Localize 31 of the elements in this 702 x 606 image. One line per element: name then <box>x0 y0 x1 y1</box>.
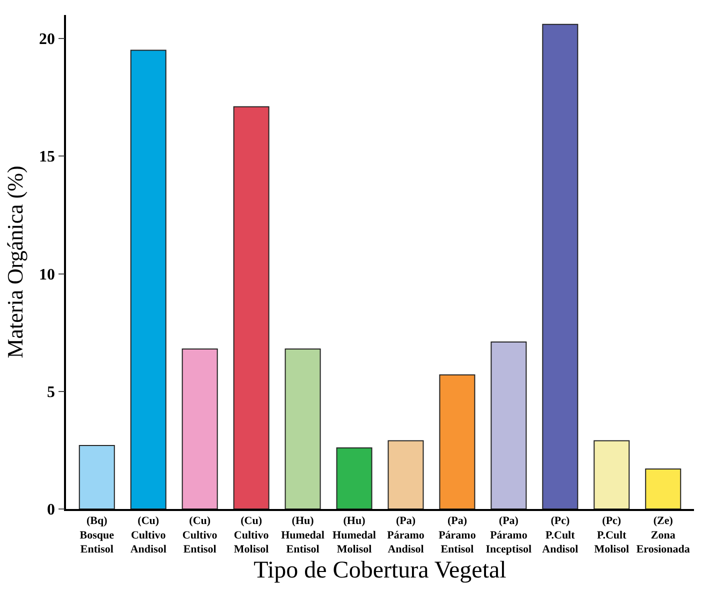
y-tick-label: 10 <box>39 266 56 284</box>
bar <box>233 106 270 509</box>
y-tick-label: 20 <box>39 31 56 48</box>
x-tick-label: (Pa) Páramo Inceptisol <box>486 514 532 556</box>
x-tick-label: (Cu) Cultivo Entisol <box>182 514 218 556</box>
y-axis-title: Materia Orgánica (%) <box>2 166 28 358</box>
bar <box>130 50 166 509</box>
y-tick-label: 0 <box>47 502 56 519</box>
x-tick-label: (Pc) P.Cult Andisol <box>542 514 578 556</box>
x-tick-label: (Hu) Humedal Entisol <box>281 514 324 556</box>
x-tick-label: (Hu) Humedal Molisol <box>332 514 376 556</box>
bar <box>490 341 527 509</box>
bar <box>284 348 321 509</box>
x-tick-label: (Cu) Cultivo Andisol <box>130 514 166 556</box>
x-tick-label: (Cu) Cultivo Molisol <box>234 514 270 556</box>
bar <box>439 374 476 509</box>
x-tick-label: (Pa) Páramo Entisol <box>438 514 476 556</box>
bar <box>388 440 424 509</box>
bar <box>594 440 630 509</box>
bar <box>542 24 578 509</box>
bar <box>645 468 682 509</box>
x-axis-title: Tipo de Cobertura Vegetal <box>254 557 507 584</box>
x-tick-label: (Pa) Páramo Andisol <box>387 514 425 556</box>
y-tick-label: 5 <box>47 384 56 401</box>
bar <box>182 348 218 509</box>
x-tick-label: (Ze) Zona Erosionada <box>636 514 690 556</box>
x-tick-label: (Pc) P.Cult Molisol <box>594 514 630 556</box>
x-tick-label: (Bq) Bosque Entisol <box>80 514 114 556</box>
bar <box>78 444 115 509</box>
y-tick-label: 15 <box>39 148 56 166</box>
bar <box>336 447 372 509</box>
